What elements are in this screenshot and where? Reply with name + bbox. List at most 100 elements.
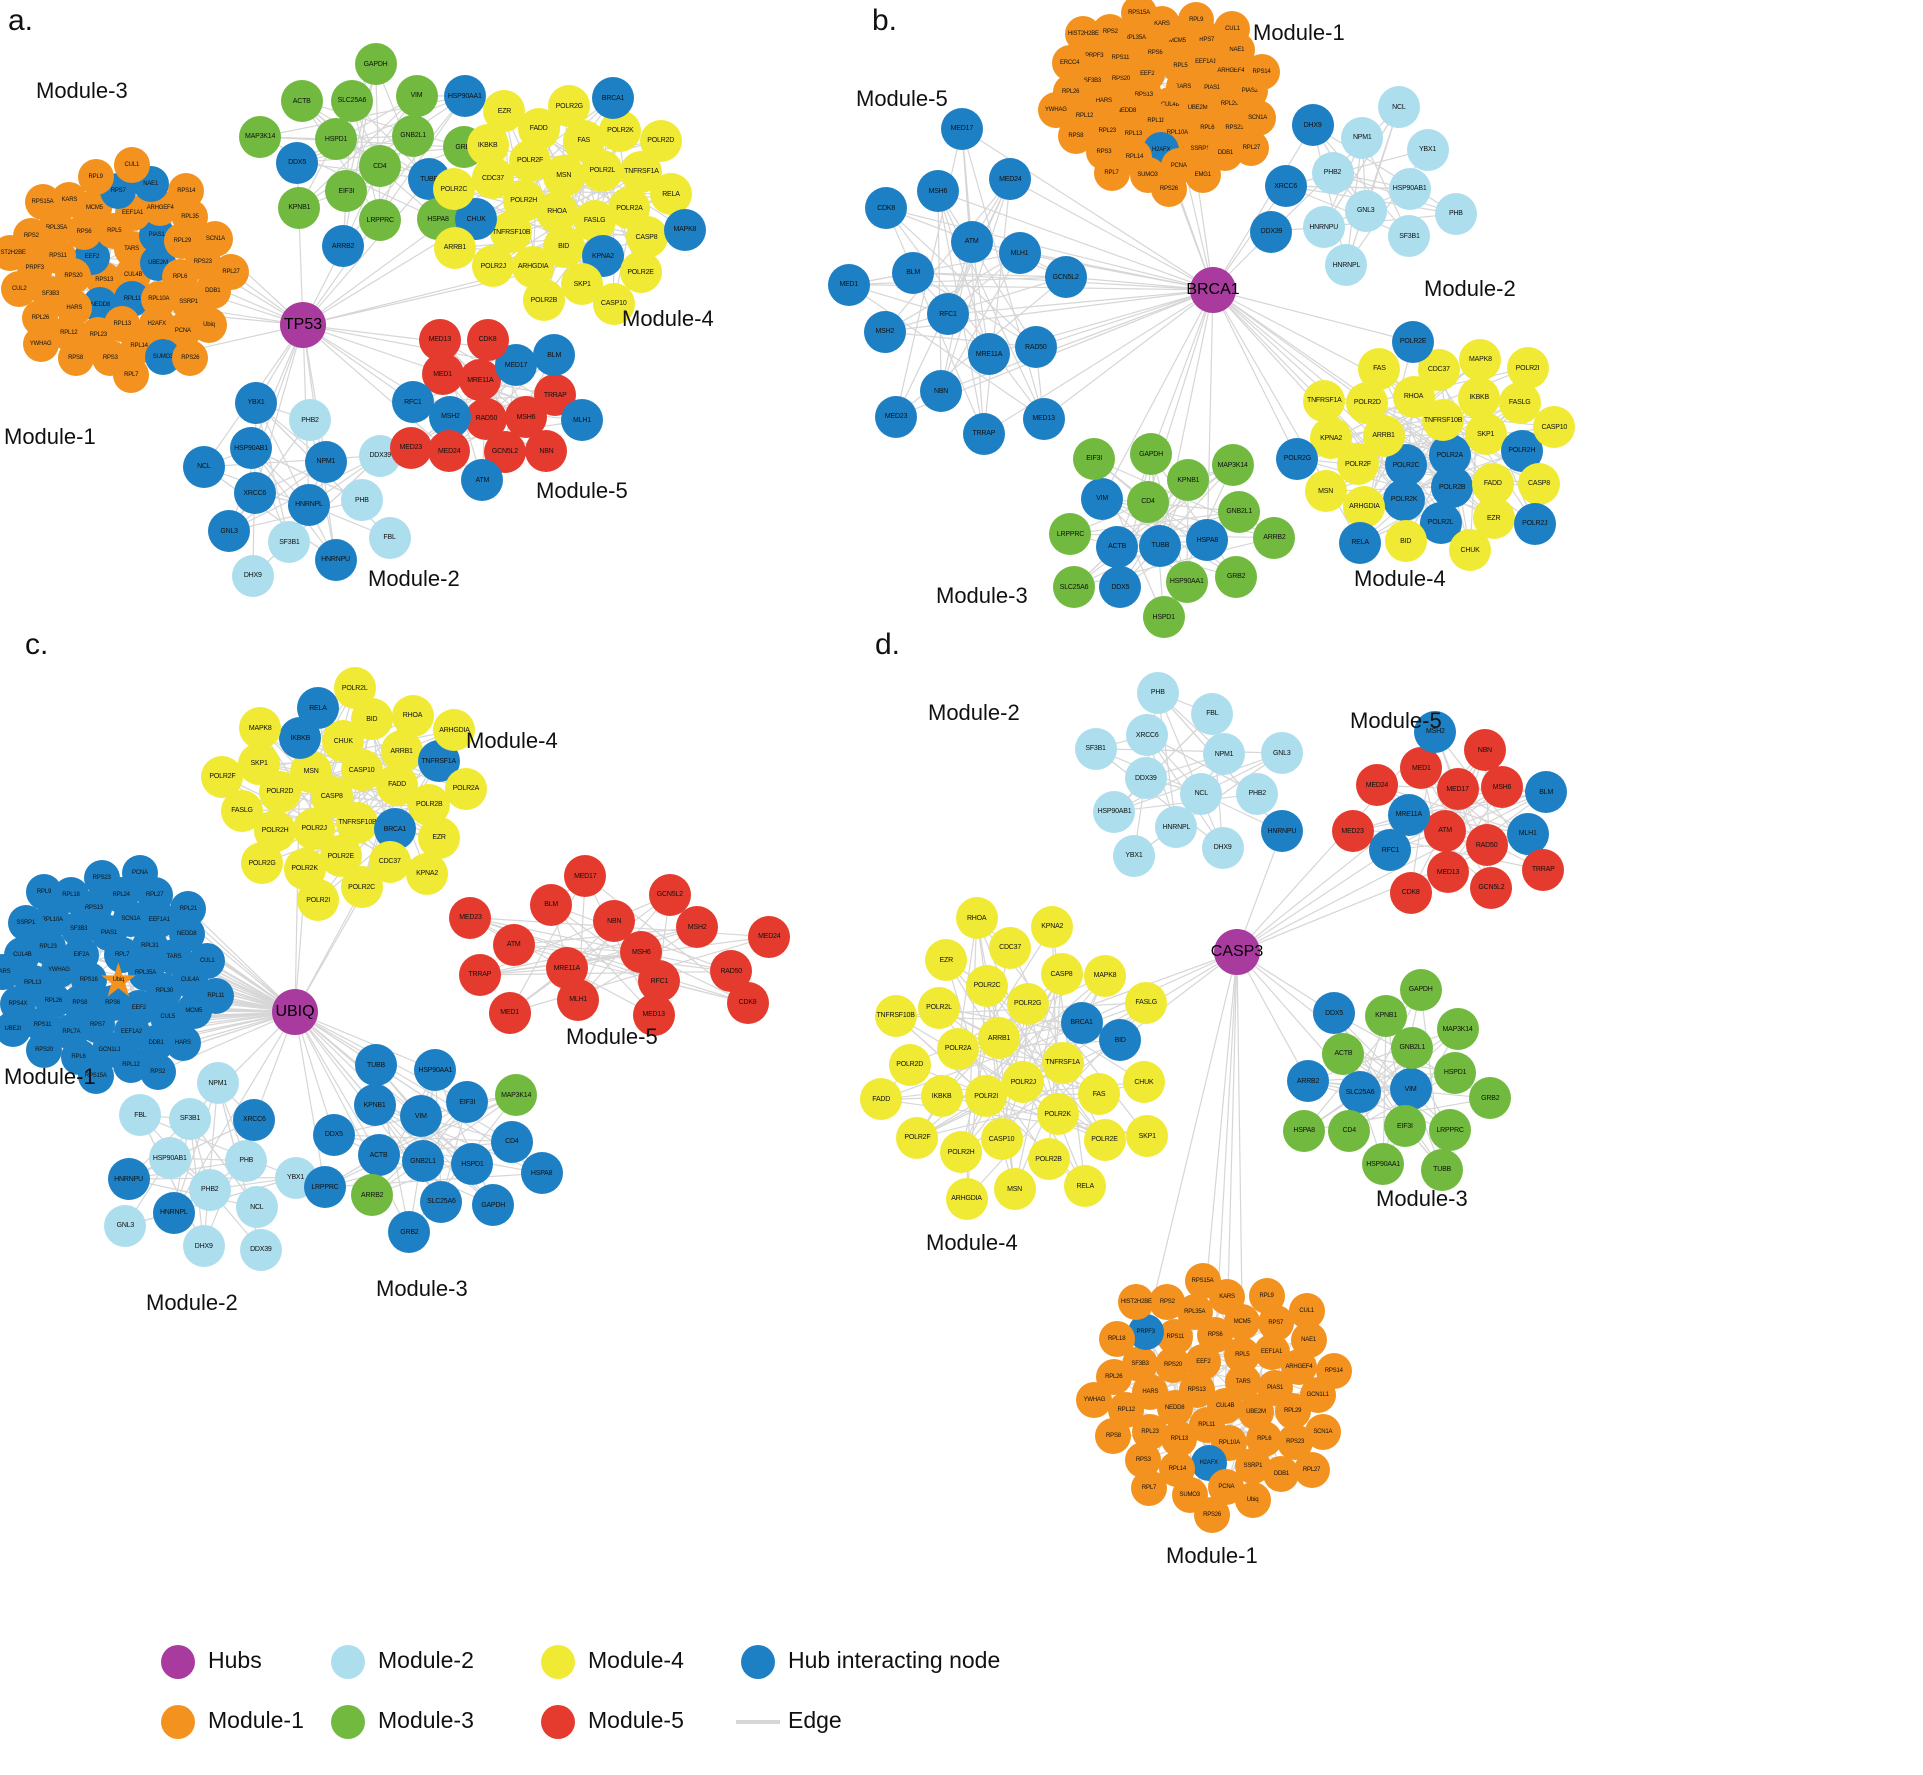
hub-interacting-node[interactable]: MRE11A — [968, 333, 1011, 376]
gene-node[interactable]: MED13 — [632, 993, 675, 1036]
hub-interacting-node[interactable]: RFC1 — [391, 381, 434, 424]
gene-node[interactable]: SCN1A — [197, 221, 234, 258]
hub-interacting-node[interactable]: BLM — [892, 251, 935, 294]
hub-interacting-node[interactable]: VIM — [1389, 1068, 1432, 1110]
gene-node[interactable]: MAP3K14 — [495, 1074, 538, 1117]
gene-node[interactable]: POLR2I — [297, 879, 340, 922]
hub-node[interactable] — [272, 989, 318, 1035]
hub-interacting-node[interactable]: RPL9 — [25, 873, 62, 910]
gene-node[interactable]: ARRB2 — [351, 1174, 394, 1217]
hub-interacting-node[interactable]: HSPA8 — [520, 1152, 563, 1195]
gene-node[interactable]: FASLG — [1498, 381, 1541, 424]
gene-node[interactable]: PHB2 — [1311, 151, 1354, 194]
hub-interacting-node[interactable]: HSP90AB1 — [230, 427, 273, 470]
gene-node[interactable]: RHOA — [955, 897, 998, 940]
hub-interacting-node[interactable]: HSP90AA1 — [443, 75, 486, 118]
gene-node[interactable]: POLR2D — [888, 1043, 931, 1086]
hub-interacting-node[interactable]: MED17 — [940, 107, 983, 150]
gene-node[interactable]: CD4 — [1328, 1109, 1371, 1152]
gene-node[interactable]: HSP90AB1 — [148, 1137, 191, 1179]
gene-node[interactable]: CUL1 — [113, 147, 150, 184]
gene-node[interactable]: FAS — [1358, 347, 1401, 390]
gene-node[interactable]: HSP90AB1 — [1388, 167, 1431, 210]
hub-interacting-node[interactable]: POLR2J — [1513, 502, 1556, 545]
gene-node[interactable]: RPL7 — [1131, 1470, 1168, 1507]
gene-node[interactable]: RPS8 — [1095, 1418, 1132, 1455]
hub-interacting-node[interactable]: CD4 — [490, 1120, 533, 1163]
hub-interacting-node[interactable]: ACTB — [357, 1134, 400, 1177]
hub-interacting-node[interactable]: DDX5 — [1313, 992, 1356, 1035]
gene-node[interactable]: RPL9 — [1248, 1278, 1285, 1315]
hub-interacting-node[interactable]: YBX1 — [235, 381, 278, 424]
hub-interacting-node[interactable]: NPM1 — [304, 440, 347, 483]
gene-node[interactable]: PHB — [225, 1139, 268, 1182]
gene-node[interactable]: PHB2 — [289, 399, 332, 442]
gene-node[interactable]: ARHGDIA — [433, 709, 476, 752]
gene-node[interactable]: SF3B1 — [1388, 215, 1431, 258]
hub-interacting-node[interactable]: POLR2K — [1383, 478, 1426, 521]
hub-interacting-node[interactable]: RAD50 — [1014, 326, 1057, 369]
gene-node[interactable]: RPL9 — [77, 159, 114, 196]
hub-interacting-node[interactable]: MLH1 — [560, 399, 603, 442]
gene-node[interactable]: SCN1A — [1304, 1413, 1341, 1450]
gene-node[interactable]: BID — [1384, 520, 1427, 563]
gene-node[interactable]: RPS26 — [1194, 1497, 1231, 1534]
hub-interacting-node[interactable]: BID — [1099, 1019, 1142, 1062]
gene-node[interactable]: MAP3K14 — [1436, 1008, 1479, 1051]
gene-node[interactable]: FBL — [1191, 692, 1234, 735]
gene-node[interactable]: RPS2 — [1149, 1283, 1186, 1320]
hub-interacting-node[interactable]: HNRNPL — [287, 483, 330, 526]
gene-node[interactable]: NCL — [1180, 772, 1223, 815]
gene-node[interactable]: HIST2H2BE — [0, 234, 29, 271]
gene-node[interactable]: HSPD1 — [1142, 596, 1185, 639]
gene-node[interactable]: RPL27 — [213, 254, 249, 291]
hub-interacting-node[interactable]: DDX39 — [1250, 210, 1293, 253]
hub-interacting-node[interactable]: TUBB — [354, 1044, 397, 1087]
hub-interacting-node[interactable]: CUL1 — [189, 942, 226, 979]
hub-interacting-node[interactable]: RFC1 — [1369, 829, 1412, 872]
gene-node[interactable]: ARRB1 — [978, 1017, 1021, 1060]
gene-node[interactable]: MSN — [993, 1168, 1036, 1211]
gene-node[interactable]: Ubiq — [190, 307, 227, 344]
gene-node[interactable]: ARRB2 — [1253, 516, 1296, 559]
gene-node[interactable]: YBX1 — [1112, 834, 1155, 877]
hub-interacting-node[interactable]: XRCC6 — [233, 1098, 276, 1141]
gene-node[interactable]: DDB1 — [1263, 1455, 1300, 1492]
gene-node[interactable]: GAPDH — [1399, 968, 1442, 1011]
gene-node[interactable]: RPS26 — [172, 340, 209, 377]
gene-node[interactable]: ATM — [492, 923, 535, 966]
hub-interacting-node[interactable]: MLH1 — [1506, 812, 1549, 855]
hub-interacting-node[interactable]: ATM — [461, 459, 504, 502]
gene-node[interactable]: RPS15A — [24, 183, 61, 220]
gene-node[interactable]: HSP90AB1 — [1093, 790, 1136, 833]
gene-node[interactable]: SF3B1 — [268, 521, 311, 564]
gene-node[interactable]: NPM1 — [196, 1062, 239, 1105]
gene-node[interactable]: NBN — [1463, 729, 1506, 772]
gene-node[interactable]: POLR2L — [917, 986, 960, 1029]
gene-node[interactable]: PHB — [340, 479, 383, 522]
hub-interacting-node[interactable]: BRCA1 — [1060, 1001, 1103, 1044]
gene-node[interactable]: CASP10 — [592, 282, 635, 325]
gene-node[interactable]: POLR2F — [896, 1116, 939, 1159]
gene-node[interactable]: MED24 — [428, 430, 471, 473]
gene-node[interactable]: RPS15A — [1184, 1262, 1221, 1299]
gene-node[interactable]: POLR2B — [1027, 1138, 1070, 1181]
gene-node[interactable]: NBN — [593, 900, 636, 943]
hub-interacting-node[interactable]: MLH1 — [998, 232, 1041, 275]
hub-interacting-node[interactable]: POLR2E — [1392, 320, 1435, 363]
hub-interacting-node[interactable]: DHX9 — [1291, 104, 1334, 147]
hub-interacting-node[interactable]: HNRNPU — [1260, 810, 1303, 853]
hub-interacting-node[interactable]: HNRNPL — [152, 1191, 195, 1234]
gene-node[interactable]: ARRB1 — [380, 730, 423, 773]
gene-node[interactable]: MSN — [542, 154, 585, 197]
gene-node[interactable]: SKP1 — [238, 742, 281, 785]
gene-node[interactable]: IKBKB — [920, 1075, 963, 1118]
gene-node[interactable]: GNB2L1 — [1218, 490, 1261, 533]
gene-node[interactable]: MLH1 — [557, 978, 600, 1021]
gene-node[interactable]: ARHGDIA — [1343, 485, 1386, 528]
hub-interacting-node[interactable]: MED23 — [875, 395, 918, 438]
gene-node[interactable]: POLR2D — [639, 119, 682, 162]
gene-node[interactable]: CD4 — [358, 145, 401, 188]
hub-interacting-node[interactable]: NCL — [182, 445, 225, 488]
gene-node[interactable]: EMG1 — [1184, 156, 1221, 193]
